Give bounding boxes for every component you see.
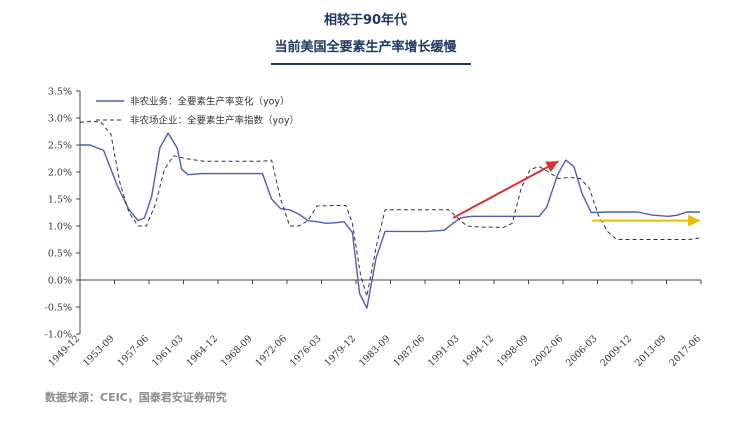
x-tick-label: 1994-12 [460,333,496,369]
y-tick-label: 2.5% [48,141,72,152]
data-source-note: 数据来源：CEIC，国泰君安证券研究 [45,391,227,404]
x-tick-label: 1953-09 [81,333,117,369]
x-tick-label: 1968-09 [219,333,255,369]
title-underline [271,63,471,65]
x-tick-label: 1972-06 [253,333,289,369]
y-tick-label: 1.5% [48,195,72,206]
y-tick-label: 3.0% [48,114,72,125]
x-tick-label: 1976-03 [288,333,324,369]
x-tick-label: 1987-06 [391,333,427,369]
legend-label: 非农业务：全要素生产率变化（yoy） [130,96,290,108]
x-tick-label: 1979-12 [322,333,358,369]
x-tick-label: 1957-06 [115,333,151,369]
series-line-nonfarm-enterprise [79,120,701,297]
y-tick-label: -1.0% [45,330,72,341]
chart-subtitle: 当前美国全要素生产率增长缓慢 [274,40,457,55]
y-tick-label: 0.5% [48,249,72,260]
y-tick-label: 0.0% [48,276,72,287]
trend-up-arrow [452,160,559,219]
y-tick-label: 3.5% [48,87,72,98]
y-tick-label: 1.0% [48,222,72,233]
x-tick-label: 2013-09 [633,333,669,369]
series-line-nonfarm-business [80,132,701,309]
x-tick-label: 1998-09 [495,333,531,369]
x-tick-label: 1991-03 [426,333,462,369]
x-tick-label: 2002-06 [529,333,565,369]
legend-label: 非农场企业：全要素生产率指数（yoy） [130,115,299,127]
x-tick-label: 1964-12 [184,333,220,369]
y-tick-label: 2.0% [48,168,72,179]
x-tick-label: 1983-09 [357,333,393,369]
chart-title: 相较于90年代 [323,13,408,28]
x-tick-label: 2006-03 [564,333,600,369]
y-tick-label: -0.5% [45,303,72,314]
x-tick-label: 2017-06 [667,333,703,369]
x-tick-label: 2009-12 [598,333,634,369]
x-tick-label: 1961-03 [150,333,186,369]
